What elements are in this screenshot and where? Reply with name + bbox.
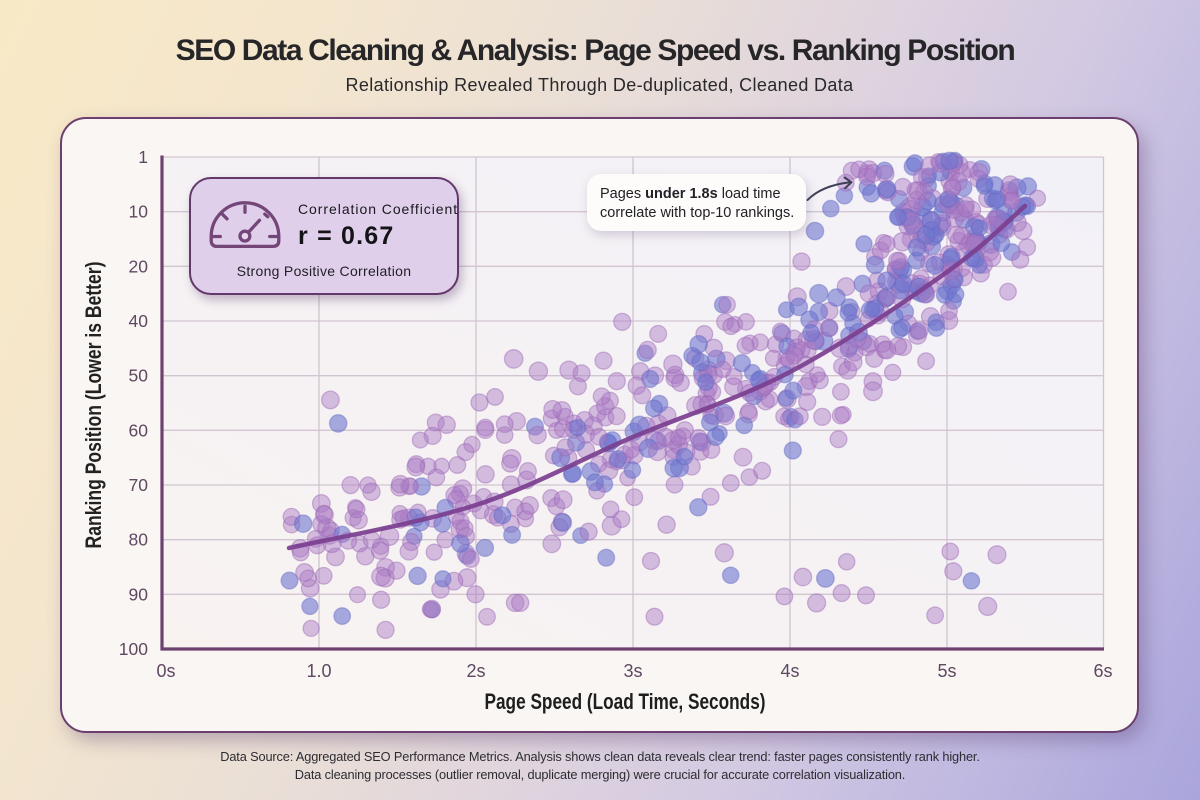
svg-text:50: 50	[129, 366, 149, 386]
svg-text:6s: 6s	[1093, 661, 1112, 681]
svg-text:3s: 3s	[623, 661, 642, 681]
svg-text:70: 70	[129, 475, 149, 495]
svg-text:Page Speed (Load Time, Seconds: Page Speed (Load Time, Seconds)	[485, 689, 766, 714]
svg-text:1: 1	[138, 147, 148, 167]
svg-text:80: 80	[129, 530, 149, 550]
svg-text:0s: 0s	[156, 661, 175, 681]
svg-text:20: 20	[129, 256, 149, 276]
svg-text:1.0: 1.0	[306, 661, 331, 681]
svg-text:4s: 4s	[780, 661, 799, 681]
svg-text:2s: 2s	[466, 661, 485, 681]
svg-text:10: 10	[129, 202, 149, 222]
svg-text:90: 90	[129, 584, 149, 604]
svg-text:40: 40	[129, 311, 149, 331]
svg-text:5s: 5s	[937, 661, 956, 681]
svg-text:100: 100	[119, 639, 148, 659]
svg-text:Ranking Position (Lower is Bet: Ranking Position (Lower is Better)	[81, 262, 106, 549]
svg-text:60: 60	[129, 420, 149, 440]
